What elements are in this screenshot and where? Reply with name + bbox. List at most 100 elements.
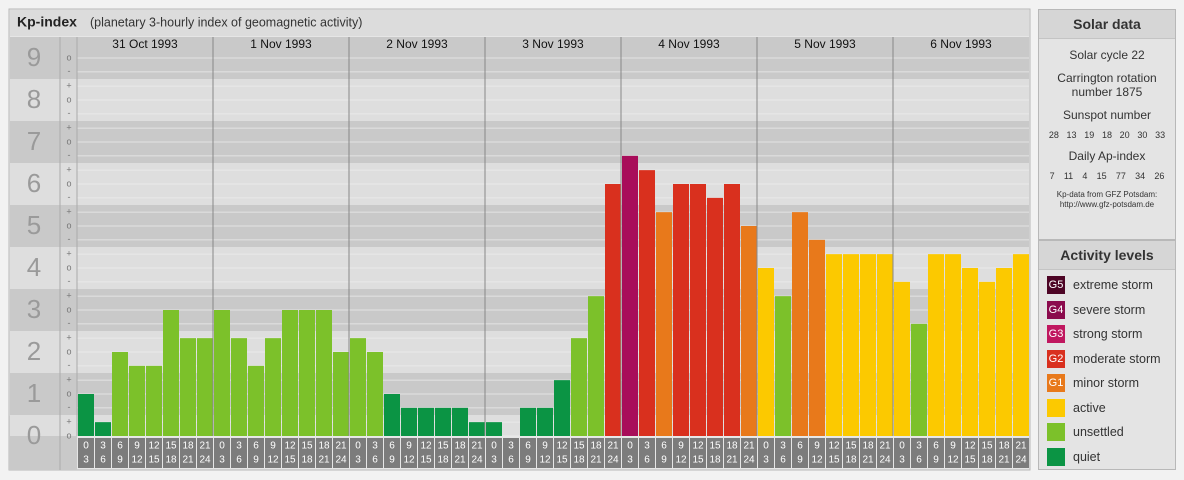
hour-label: 21 bbox=[998, 455, 1010, 466]
hour-label: 9 bbox=[678, 441, 684, 452]
sunspot-value: 19 bbox=[1084, 130, 1095, 140]
hour-label: 18 bbox=[845, 455, 857, 466]
legend-item: G2 moderate storm bbox=[1039, 347, 1175, 372]
hour-box bbox=[911, 438, 927, 468]
minor-tick-label: o bbox=[66, 94, 71, 104]
hour-label: 15 bbox=[573, 441, 585, 452]
y-tick-label: 3 bbox=[27, 294, 41, 324]
hour-box bbox=[673, 438, 689, 468]
hour-box bbox=[265, 438, 281, 468]
y-tick-label: 1 bbox=[27, 378, 41, 408]
hour-label: 21 bbox=[335, 441, 347, 452]
day-label: 4 Nov 1993 bbox=[658, 37, 720, 51]
hour-box bbox=[962, 438, 978, 468]
bar bbox=[350, 338, 366, 436]
hour-label: 12 bbox=[675, 455, 687, 466]
hour-label: 3 bbox=[219, 455, 225, 466]
minor-tick-label: o bbox=[66, 220, 71, 230]
hour-label: 15 bbox=[828, 455, 840, 466]
legend-item: G3 strong storm bbox=[1039, 322, 1175, 347]
ap-value: 4 bbox=[1082, 171, 1088, 181]
hour-label: 21 bbox=[1015, 441, 1027, 452]
hour-box bbox=[520, 438, 536, 468]
ap-value: 15 bbox=[1096, 171, 1107, 181]
hour-label: 18 bbox=[573, 455, 585, 466]
bar bbox=[656, 212, 672, 436]
hour-label: 15 bbox=[964, 455, 976, 466]
bar bbox=[452, 407, 468, 436]
hour-label: 24 bbox=[335, 455, 347, 466]
sunspot-value: 33 bbox=[1155, 130, 1166, 140]
hour-label: 12 bbox=[556, 441, 568, 452]
hour-label: 9 bbox=[253, 455, 259, 466]
bar bbox=[163, 310, 179, 436]
hour-label: 12 bbox=[811, 455, 823, 466]
hour-box bbox=[945, 438, 961, 468]
legend-label: active bbox=[1073, 400, 1106, 415]
hour-label: 6 bbox=[644, 455, 650, 466]
hour-box bbox=[656, 438, 672, 468]
hour-label: 12 bbox=[284, 441, 296, 452]
bar bbox=[639, 170, 655, 436]
bar bbox=[622, 155, 638, 437]
hour-box bbox=[809, 438, 825, 468]
minor-tick-label: o bbox=[66, 136, 71, 146]
bar bbox=[367, 352, 383, 436]
hour-box bbox=[350, 438, 366, 468]
ap-value: 11 bbox=[1063, 171, 1074, 181]
bar bbox=[571, 338, 587, 436]
minor-tick-label: o bbox=[66, 262, 71, 272]
minor-tick-label: - bbox=[68, 66, 71, 76]
legend-item: G1 minor storm bbox=[1039, 371, 1175, 396]
bar bbox=[401, 407, 417, 436]
bar bbox=[197, 338, 213, 436]
legend-item: quiet bbox=[1039, 445, 1175, 470]
hour-label: 21 bbox=[471, 441, 483, 452]
hour-label: 3 bbox=[372, 441, 378, 452]
hour-label: 6 bbox=[100, 455, 106, 466]
minor-tick-label: o bbox=[66, 430, 71, 440]
source: Kp-data from GFZ Potsdam: bbox=[1056, 190, 1158, 199]
y-tick-label: 6 bbox=[27, 168, 41, 198]
hour-label: 18 bbox=[862, 441, 874, 452]
hour-box bbox=[605, 438, 621, 468]
legend-swatch: G2 bbox=[1047, 349, 1065, 368]
sunspot-value: 20 bbox=[1119, 130, 1130, 140]
hour-label: 3 bbox=[627, 455, 633, 466]
hour-box bbox=[469, 438, 485, 468]
hour-label: 15 bbox=[148, 455, 160, 466]
hour-label: 3 bbox=[916, 441, 922, 452]
hour-box bbox=[554, 438, 570, 468]
hour-box bbox=[843, 438, 859, 468]
hour-box bbox=[146, 438, 162, 468]
hour-box bbox=[163, 438, 179, 468]
bar bbox=[129, 365, 145, 436]
sunspot-value: 30 bbox=[1137, 130, 1148, 140]
hour-label: 24 bbox=[743, 455, 755, 466]
day-label: 3 Nov 1993 bbox=[522, 37, 584, 51]
legend-item: G5 extreme storm bbox=[1039, 273, 1175, 298]
day-label: 31 Oct 1993 bbox=[112, 37, 178, 51]
solar-data-panel: Solar data Solar cycle 22 Carrington rot… bbox=[1038, 9, 1176, 240]
bar bbox=[792, 212, 808, 436]
hour-label: 0 bbox=[219, 441, 225, 452]
bar bbox=[945, 254, 961, 436]
bar bbox=[469, 422, 485, 436]
minor-tick-label: + bbox=[66, 291, 71, 301]
bar bbox=[554, 380, 570, 436]
hour-label: 0 bbox=[763, 441, 769, 452]
ap-title: Daily Ap-index bbox=[1068, 149, 1146, 163]
hour-label: 21 bbox=[862, 455, 874, 466]
hour-label: 21 bbox=[590, 455, 602, 466]
bar bbox=[418, 407, 434, 436]
hour-label: 21 bbox=[726, 455, 738, 466]
title-bar bbox=[10, 10, 1029, 36]
hour-box bbox=[826, 438, 842, 468]
hour-label: 0 bbox=[491, 441, 497, 452]
legend-swatch: G3 bbox=[1047, 325, 1065, 344]
bar bbox=[860, 254, 876, 436]
hour-label: 9 bbox=[797, 455, 803, 466]
hour-label: 18 bbox=[590, 441, 602, 452]
hour-label: 15 bbox=[165, 441, 177, 452]
minor-tick-label: - bbox=[68, 318, 71, 328]
